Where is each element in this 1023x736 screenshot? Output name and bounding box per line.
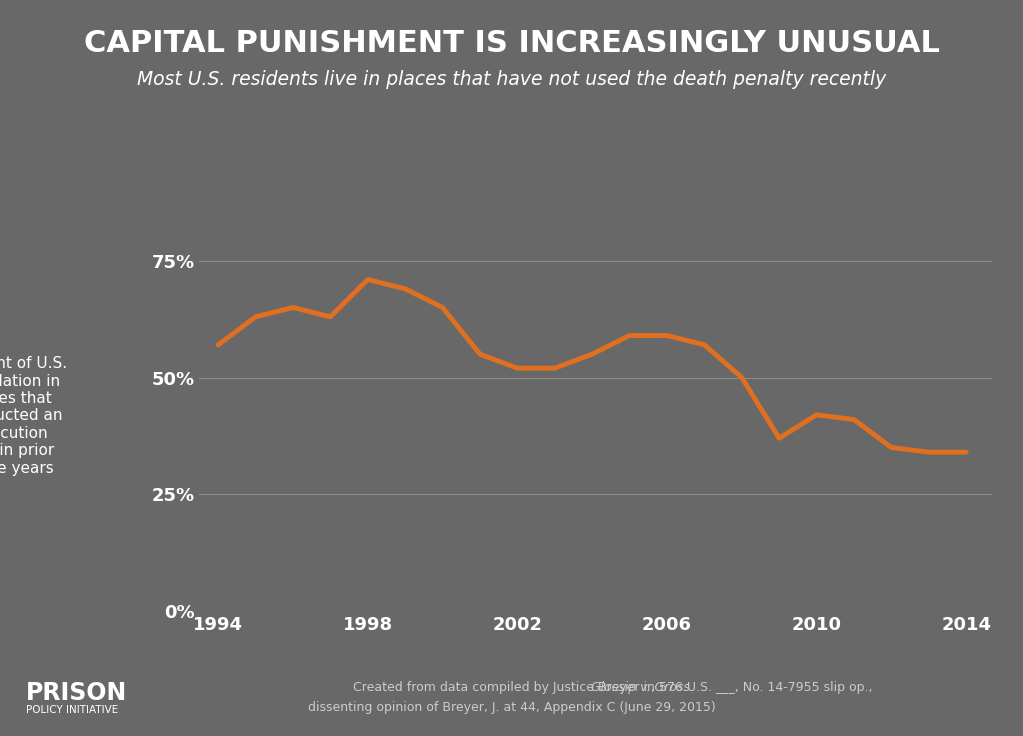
- Text: Most U.S. residents live in places that have not used the death penalty recently: Most U.S. residents live in places that …: [137, 70, 886, 89]
- Text: POLICY INITIATIVE: POLICY INITIATIVE: [26, 705, 118, 715]
- Text: Created from data compiled by Justice Breyer in: Created from data compiled by Justice Br…: [353, 681, 659, 694]
- Text: Glossip v. Gross: Glossip v. Gross: [591, 681, 691, 694]
- Text: dissenting opinion of Breyer, J. at 44, Appendix C (June 29, 2015): dissenting opinion of Breyer, J. at 44, …: [308, 701, 715, 714]
- Text: Percent of U.S.
population in
states that
conducted an
execution
within prior
th: Percent of U.S. population in states tha…: [0, 356, 66, 475]
- Text: CAPITAL PUNISHMENT IS INCREASINGLY UNUSUAL: CAPITAL PUNISHMENT IS INCREASINGLY UNUSU…: [84, 29, 939, 58]
- Text: , 576 U.S. ___, No. 14-7955 slip op.,: , 576 U.S. ___, No. 14-7955 slip op.,: [651, 681, 873, 694]
- Text: PRISON: PRISON: [26, 681, 127, 705]
